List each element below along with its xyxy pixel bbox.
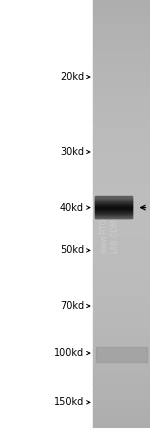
Bar bbox=[94, 204, 132, 205]
Bar bbox=[93, 71, 150, 78]
Bar bbox=[93, 242, 150, 250]
Text: 40kd: 40kd bbox=[60, 202, 84, 213]
Bar bbox=[94, 198, 132, 199]
Bar bbox=[94, 208, 132, 210]
Bar bbox=[93, 285, 150, 292]
Bar bbox=[93, 334, 150, 342]
Bar bbox=[94, 208, 132, 209]
Bar bbox=[93, 256, 150, 264]
Bar bbox=[94, 199, 132, 200]
Bar bbox=[93, 0, 150, 7]
Bar bbox=[94, 211, 132, 213]
Bar bbox=[93, 135, 150, 143]
Text: 20kd: 20kd bbox=[60, 72, 84, 82]
Bar bbox=[94, 201, 132, 202]
Bar bbox=[96, 347, 147, 362]
Bar bbox=[94, 217, 132, 218]
Bar bbox=[93, 363, 150, 371]
Bar bbox=[93, 291, 150, 300]
Bar bbox=[93, 349, 150, 357]
Bar bbox=[93, 406, 150, 414]
Bar bbox=[93, 106, 150, 114]
Bar bbox=[94, 210, 132, 211]
Bar bbox=[93, 206, 150, 214]
Bar bbox=[93, 392, 150, 399]
Bar bbox=[94, 206, 132, 208]
Bar bbox=[93, 227, 150, 235]
Bar bbox=[94, 215, 132, 216]
Bar bbox=[93, 113, 150, 121]
Bar bbox=[93, 42, 150, 50]
Bar bbox=[93, 6, 150, 14]
Bar bbox=[93, 356, 150, 364]
Text: 150kd: 150kd bbox=[54, 397, 84, 407]
Bar bbox=[94, 214, 132, 215]
Bar bbox=[94, 211, 132, 212]
Bar bbox=[93, 28, 150, 36]
Bar bbox=[94, 200, 132, 201]
Bar bbox=[93, 170, 150, 178]
Bar bbox=[93, 384, 150, 392]
Bar bbox=[93, 178, 150, 185]
Bar bbox=[93, 398, 150, 407]
Text: 100kd: 100kd bbox=[54, 348, 84, 358]
Bar bbox=[94, 202, 132, 203]
Bar bbox=[93, 120, 150, 128]
Bar bbox=[93, 306, 150, 314]
Bar bbox=[93, 21, 150, 29]
Bar bbox=[93, 128, 150, 136]
Bar bbox=[93, 277, 150, 285]
Bar bbox=[93, 199, 150, 207]
Bar bbox=[93, 320, 150, 328]
Bar bbox=[93, 77, 150, 86]
Bar bbox=[94, 203, 132, 204]
Bar bbox=[93, 313, 150, 321]
Bar bbox=[94, 199, 132, 200]
Bar bbox=[94, 212, 132, 213]
Bar bbox=[93, 249, 150, 257]
Bar bbox=[93, 49, 150, 57]
Bar bbox=[94, 214, 132, 215]
Bar bbox=[93, 184, 150, 193]
Bar bbox=[94, 204, 132, 205]
Bar bbox=[94, 209, 132, 211]
Text: www.PTG
LAB.COM: www.PTG LAB.COM bbox=[100, 218, 119, 253]
Bar bbox=[93, 263, 150, 271]
Bar bbox=[93, 156, 150, 164]
Text: 30kd: 30kd bbox=[60, 147, 84, 157]
Bar bbox=[94, 206, 132, 207]
Bar bbox=[93, 35, 150, 43]
Bar bbox=[94, 216, 132, 217]
Bar bbox=[93, 420, 150, 428]
Bar bbox=[93, 92, 150, 100]
Bar bbox=[93, 149, 150, 157]
Bar bbox=[93, 370, 150, 378]
Text: 50kd: 50kd bbox=[60, 245, 84, 256]
Bar bbox=[93, 85, 150, 93]
Bar bbox=[93, 327, 150, 335]
Bar bbox=[94, 196, 132, 198]
Bar bbox=[93, 377, 150, 385]
Bar bbox=[94, 213, 132, 214]
Bar bbox=[93, 56, 150, 64]
Bar bbox=[94, 207, 132, 208]
Bar bbox=[93, 63, 150, 71]
Bar bbox=[93, 299, 150, 307]
Bar bbox=[93, 220, 150, 228]
Bar bbox=[93, 270, 150, 278]
Bar bbox=[93, 163, 150, 171]
Text: 70kd: 70kd bbox=[60, 301, 84, 311]
Bar bbox=[93, 142, 150, 150]
Bar bbox=[93, 213, 150, 221]
Bar bbox=[93, 13, 150, 21]
Bar bbox=[94, 205, 132, 206]
Bar bbox=[93, 235, 150, 243]
Bar bbox=[93, 99, 150, 107]
Bar bbox=[93, 342, 150, 350]
Bar bbox=[93, 413, 150, 421]
Bar bbox=[94, 197, 132, 198]
Bar bbox=[93, 192, 150, 200]
